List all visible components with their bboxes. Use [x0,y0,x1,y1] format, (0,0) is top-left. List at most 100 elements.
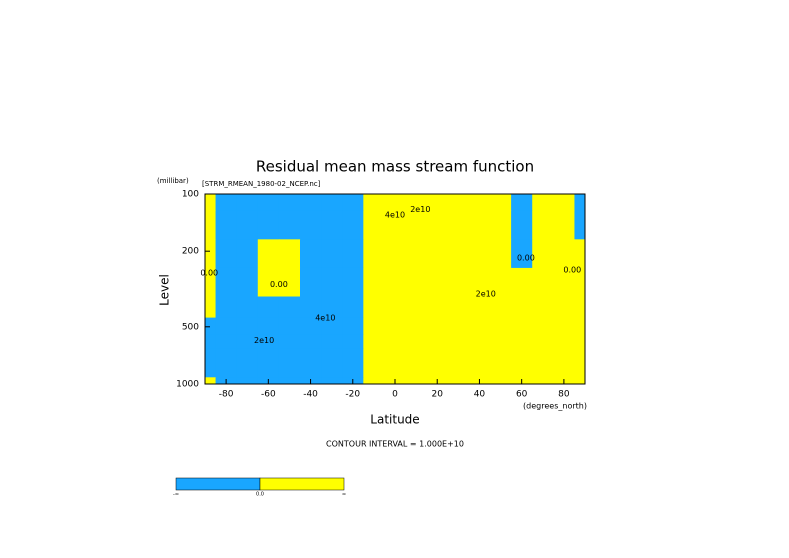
field-cell [236,377,259,385]
subtitle: [STRM_RMEAN_1980-02_NCEP.nc] [202,180,321,188]
field-cell [278,210,301,240]
field-cell [278,296,301,319]
field-cell [574,239,586,269]
x-tick-label: -20 [345,390,360,400]
colorbar-label: ∞ [342,492,346,498]
field-cell [490,348,512,364]
field-cell [468,317,491,335]
contour-label: 0.00 [200,268,218,277]
field-cell [236,296,259,319]
field-cell [574,377,586,385]
field-cell [342,362,364,378]
x-tick-label: 0 [392,390,398,400]
field-cell [300,348,322,364]
field-cell [205,239,217,269]
x-tick-label: -80 [219,390,234,400]
contour-label: 0.00 [270,280,288,289]
field-cell [384,210,407,240]
field-cell [405,348,428,364]
field-cell [468,210,491,240]
x-axis-label: Latitude [370,413,419,427]
field-cell [532,239,554,269]
field-cell [278,377,301,385]
field-cell [321,194,343,212]
contour-interval-note: CONTOUR INTERVAL = 1.000E+10 [326,440,464,449]
field-cell [553,194,575,212]
field-cell [405,194,428,212]
field-cell [468,296,491,319]
field-cell [447,362,470,378]
field-cell [511,348,533,364]
field-cell [321,348,343,364]
field-cell [447,296,470,319]
field-cell [300,267,322,298]
field-cell [205,317,217,335]
field-cell [447,267,470,298]
field-cell [384,334,407,349]
field-cell [490,194,512,212]
field-cell [426,239,449,269]
field-cell [532,377,554,385]
field-cell [532,210,554,240]
x-tick-label: 40 [474,390,486,400]
field-cell [321,239,343,269]
field-cell [405,317,428,335]
field-cell [490,362,512,378]
contour-label: 2e10 [410,205,430,214]
field-cell [574,194,586,212]
field-cell [342,334,364,349]
field-cell [321,317,343,335]
field-cell [215,267,238,298]
field-cell [384,296,407,319]
field-cell [574,267,586,298]
field-cell [447,194,470,212]
field-cell [574,296,586,319]
field-cell [321,267,343,298]
field-cell [511,239,533,269]
field-cell [236,194,259,212]
field-cell [426,194,449,212]
field-cell [342,239,364,269]
field-cell [553,362,575,378]
field-cell [405,362,428,378]
field-cell [363,334,385,349]
field-cell [511,317,533,335]
field-cell [532,194,554,212]
x-tick-label: -40 [303,390,318,400]
field-cell [468,362,491,378]
field-cell [384,317,407,335]
field-cell [278,267,301,298]
field-cell [205,194,217,212]
field-cell [426,334,449,349]
field-cell [574,210,586,240]
field-cell [278,348,301,364]
field-cell [511,194,533,212]
colorbar-label: 0.0 [256,492,264,498]
x-tick-label: 60 [516,390,528,400]
y-axis-label: Level [158,274,172,306]
contour-label: 2e10 [476,290,496,299]
x-units: (degrees_north) [523,402,587,411]
field-cell [553,296,575,319]
field-cell [574,348,586,364]
field-cell [384,348,407,364]
field-cell [363,317,385,335]
field-cell [426,210,449,240]
field-cell [384,267,407,298]
field-cell [384,194,407,212]
field-cell [363,210,385,240]
field-cell [553,239,575,269]
field-cell [426,348,449,364]
contour-label: 2e10 [254,336,274,345]
field-cell [236,334,259,349]
field-cell [215,362,238,378]
y-tick-label: 100 [182,190,199,200]
field-cell [257,334,280,349]
field-cell [300,239,322,269]
field-cell [363,267,385,298]
field-cell [257,348,280,364]
field-cell [490,377,512,385]
field-cell [532,348,554,364]
field-cell [363,296,385,319]
field-cell [553,334,575,349]
